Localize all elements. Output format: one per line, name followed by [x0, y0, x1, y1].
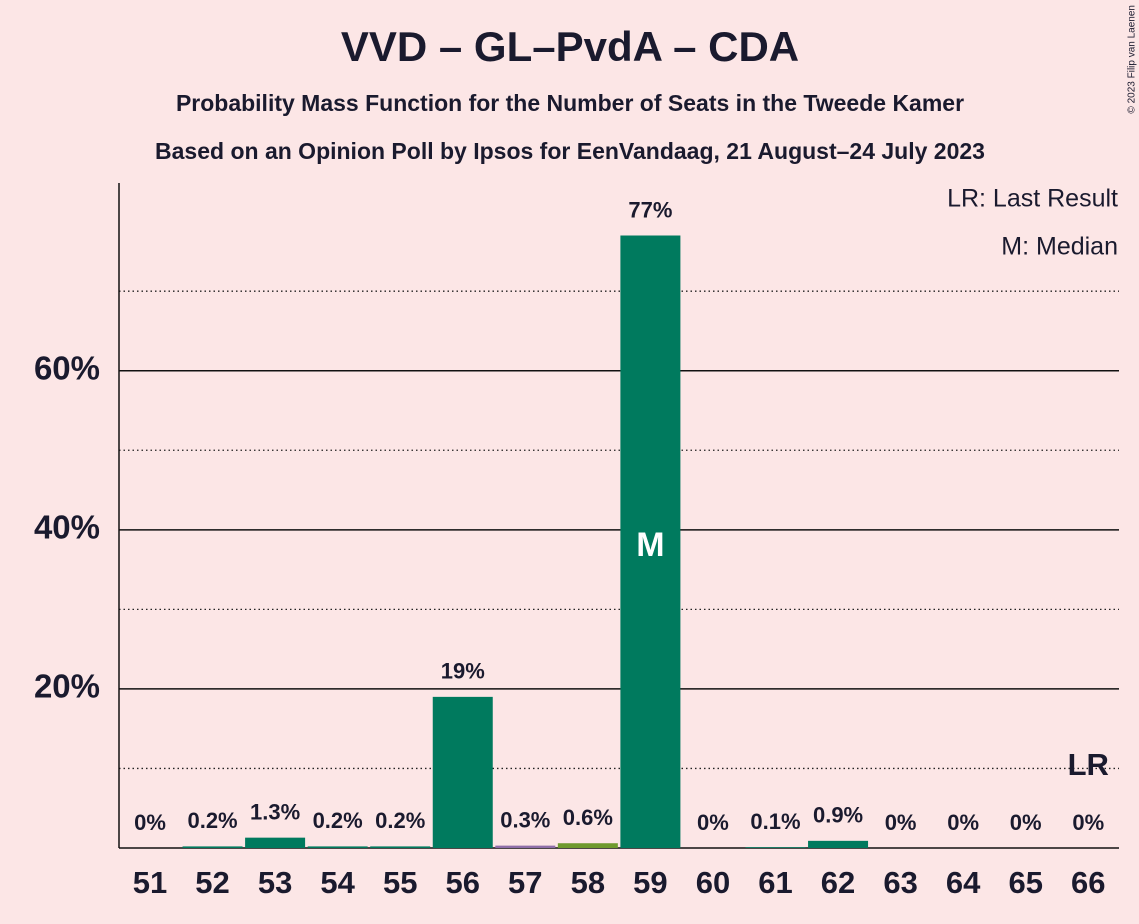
value-label: 0%	[1010, 810, 1042, 835]
value-label: 77%	[628, 197, 672, 222]
bar	[245, 837, 306, 848]
x-tick-label: 63	[883, 865, 917, 900]
y-tick-label: 20%	[34, 668, 100, 705]
last-result-marker: LR	[1068, 747, 1109, 782]
value-label: 0%	[885, 810, 917, 835]
y-tick-label: 60%	[34, 349, 100, 386]
value-label: 0.2%	[375, 808, 425, 833]
value-label: 0%	[697, 810, 729, 835]
value-label: 0.6%	[563, 805, 613, 830]
x-tick-label: 53	[258, 865, 292, 900]
value-label: 0.2%	[187, 808, 237, 833]
bar	[620, 235, 681, 848]
x-tick-label: 59	[633, 865, 667, 900]
value-label: 19%	[441, 659, 485, 684]
bar	[745, 847, 806, 848]
x-tick-label: 52	[195, 865, 229, 900]
value-label: 0%	[134, 810, 166, 835]
median-marker: M	[636, 526, 664, 564]
value-label: 0.9%	[813, 803, 863, 828]
value-label: 1.3%	[250, 799, 300, 824]
x-tick-label: 57	[508, 865, 542, 900]
copyright: © 2023 Filip van Laenen	[1127, 5, 1138, 114]
x-tick-label: 65	[1008, 865, 1042, 900]
value-label: 0.1%	[750, 809, 800, 834]
value-label: 0%	[947, 810, 979, 835]
value-label: 0.3%	[500, 807, 550, 832]
chart-title: VVD – GL–PvdA – CDA	[341, 23, 799, 70]
chart-subtitle: Probability Mass Function for the Number…	[176, 90, 964, 116]
legend-entry: LR: Last Result	[947, 185, 1118, 213]
x-tick-label: 62	[821, 865, 855, 900]
x-tick-label: 61	[758, 865, 792, 900]
x-tick-label: 51	[133, 865, 167, 900]
x-tick-label: 54	[320, 865, 355, 900]
value-label: 0.2%	[313, 808, 363, 833]
chart-subtitle: Based on an Opinion Poll by Ipsos for Ee…	[155, 138, 985, 164]
x-tick-label: 64	[946, 865, 981, 900]
bar	[182, 846, 243, 848]
x-tick-label: 60	[696, 865, 730, 900]
x-tick-label: 66	[1071, 865, 1105, 900]
bar	[495, 845, 556, 848]
bar	[370, 846, 431, 848]
x-tick-label: 55	[383, 865, 417, 900]
bar	[307, 846, 368, 848]
bar	[808, 840, 869, 848]
bar	[557, 843, 618, 848]
y-tick-label: 40%	[34, 509, 100, 546]
legend-entry: M: Median	[1001, 233, 1118, 261]
bar	[432, 696, 493, 848]
value-label: 0%	[1072, 810, 1104, 835]
x-tick-label: 56	[446, 865, 480, 900]
x-tick-label: 58	[571, 865, 605, 900]
